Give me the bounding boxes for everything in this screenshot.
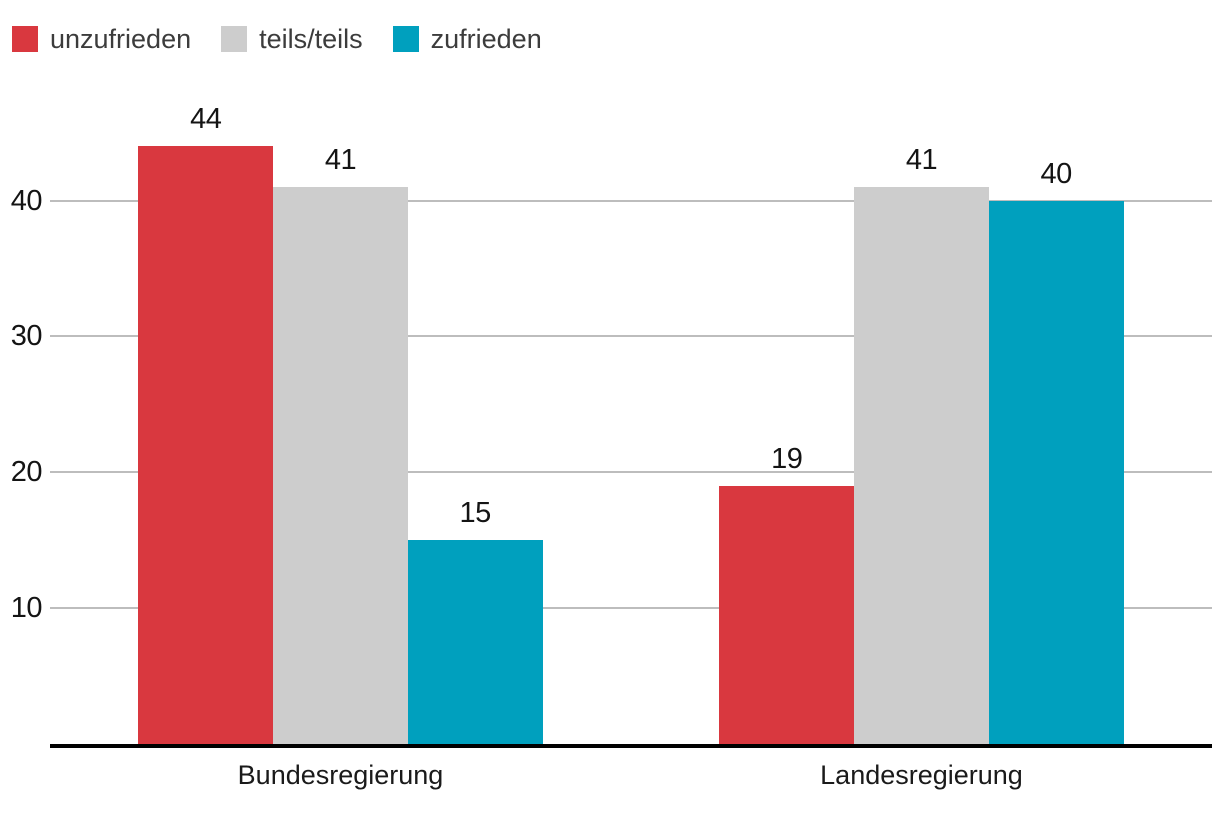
legend-label: zufrieden <box>430 24 542 54</box>
x-category-label: Landesregierung <box>820 760 1023 790</box>
bar <box>719 485 855 744</box>
legend-item-unzufrieden: unzufrieden <box>12 25 191 53</box>
legend-item-zufrieden: zufrieden <box>392 24 542 54</box>
bar-value-label: 19 <box>771 442 803 475</box>
bar-value-label: 40 <box>1040 157 1073 190</box>
legend-item-teils-teils: teils/teils <box>221 25 363 53</box>
legend: unzufrieden teils/teils zufrieden <box>12 25 542 53</box>
x-axis-line <box>50 744 1212 748</box>
y-gridline <box>50 471 1212 474</box>
y-tick-label: 40 <box>10 184 43 217</box>
y-gridline <box>50 607 1212 610</box>
bar-value-label: 15 <box>459 497 492 530</box>
legend-label: unzufrieden <box>50 24 192 54</box>
legend-swatch-zufrieden <box>392 26 419 52</box>
bar-value-label: 44 <box>190 103 222 136</box>
bar <box>273 186 408 744</box>
y-gridline <box>50 199 1212 202</box>
legend-swatch-unzufrieden <box>12 26 38 52</box>
bar <box>138 146 274 744</box>
plot-area: 10 20 30 40 44 41 15 19 41 40 <box>11 100 1212 744</box>
bar <box>988 200 1124 744</box>
bar <box>854 186 989 744</box>
bar-value-label: 41 <box>905 143 938 176</box>
legend-label: teils/teils <box>259 24 363 54</box>
y-gridline <box>50 335 1212 338</box>
y-tick-label: 10 <box>10 592 43 625</box>
bar <box>407 540 543 744</box>
y-tick-label: 30 <box>10 320 43 353</box>
y-tick-label: 20 <box>10 456 43 489</box>
x-axis-labels: Bundesregierung Landesregierung <box>50 757 1212 793</box>
x-category-label: Bundesregierung <box>237 760 444 790</box>
bar-value-label: 41 <box>324 143 357 176</box>
legend-swatch-teils-teils <box>221 26 248 52</box>
